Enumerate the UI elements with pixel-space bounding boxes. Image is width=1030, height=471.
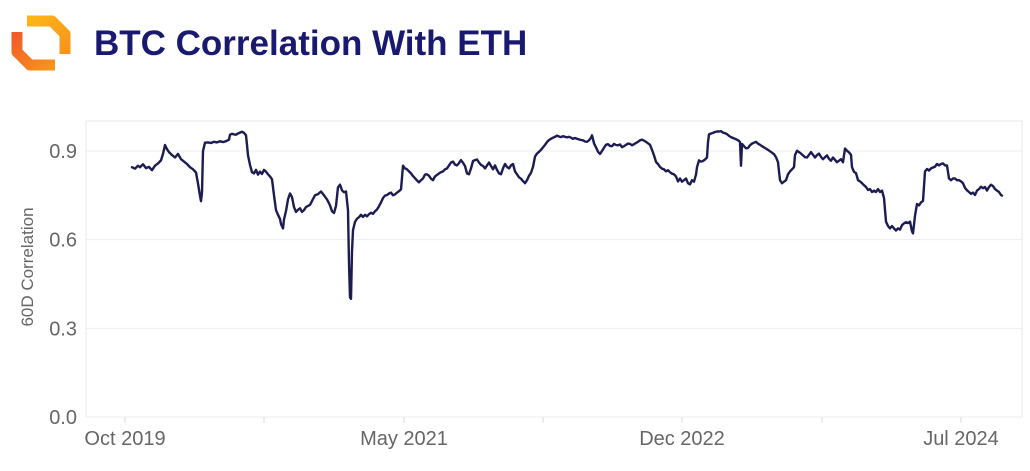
y-tick-label: 0.6 (49, 230, 77, 252)
plot-area[interactable] (86, 121, 1022, 417)
x-tick-label: May 2021 (360, 428, 448, 450)
brand-logo-icon (11, 15, 71, 71)
x-tick-label: Jul 2024 (923, 428, 999, 450)
x-tick-label: Oct 2019 (84, 428, 165, 450)
x-tick-label: Dec 2022 (639, 428, 725, 450)
y-tick-label: 0.0 (49, 407, 77, 429)
y-tick-label: 0.3 (49, 318, 77, 340)
y-tick-label: 0.9 (49, 141, 77, 163)
page-title: BTC Correlation With ETH (94, 24, 528, 63)
correlation-line (130, 130, 1004, 300)
chart-header: BTC Correlation With ETH (0, 0, 1030, 90)
